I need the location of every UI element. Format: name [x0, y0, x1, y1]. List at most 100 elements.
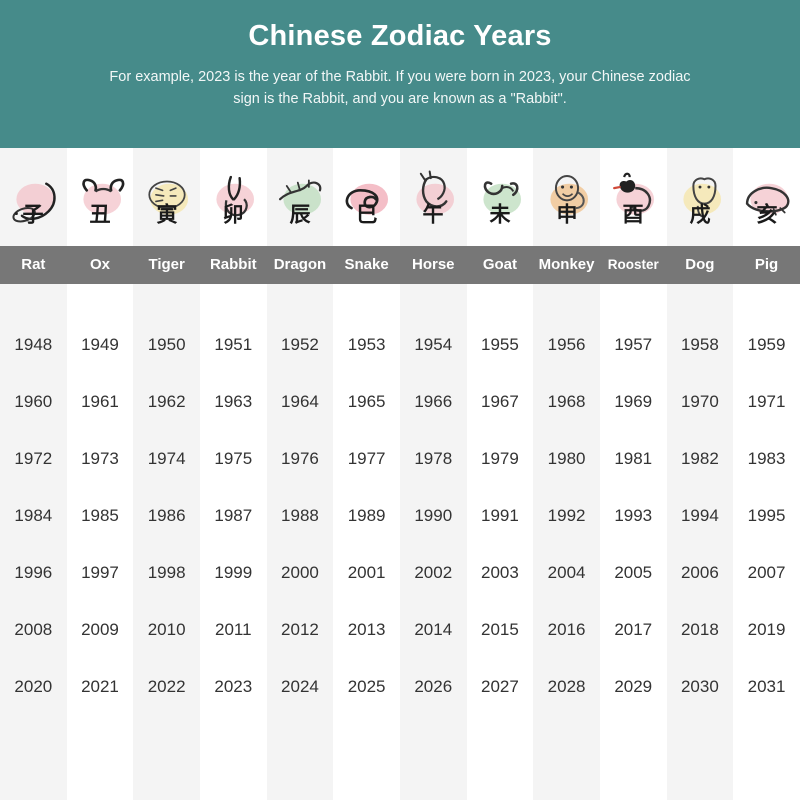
- zodiac-icon-cell-pig[interactable]: 亥: [733, 148, 800, 246]
- year-cell[interactable]: 2031: [747, 677, 786, 696]
- year-cell[interactable]: 1966: [414, 392, 453, 411]
- year-cell[interactable]: 2011: [215, 620, 252, 639]
- year-cell[interactable]: 1963: [214, 392, 253, 411]
- year-cell[interactable]: 1971: [747, 392, 786, 411]
- year-cell[interactable]: 2001: [347, 563, 386, 582]
- zodiac-name-goat[interactable]: Goat: [482, 256, 517, 273]
- year-cell[interactable]: 1948: [14, 335, 53, 354]
- year-cell[interactable]: 1949: [81, 335, 119, 354]
- zodiac-name-ox[interactable]: Ox: [89, 256, 110, 273]
- year-cell[interactable]: 1969: [614, 392, 653, 411]
- year-cell[interactable]: 1967: [481, 392, 519, 411]
- year-cell[interactable]: 1950: [147, 335, 186, 354]
- year-cell[interactable]: 2013: [347, 620, 386, 639]
- year-cell[interactable]: 1974: [147, 449, 186, 468]
- year-cell[interactable]: 1957: [614, 335, 653, 354]
- year-cell[interactable]: 1993: [614, 506, 653, 525]
- year-cell[interactable]: 1986: [147, 506, 186, 525]
- year-cell[interactable]: 1992: [547, 506, 586, 525]
- year-cell[interactable]: 2002: [414, 563, 453, 582]
- year-cell[interactable]: 2019: [747, 620, 786, 639]
- year-cell[interactable]: 2027: [481, 677, 519, 696]
- year-cell[interactable]: 2003: [481, 563, 519, 582]
- zodiac-name-dog[interactable]: Dog: [685, 256, 715, 273]
- zodiac-icon-cell-snake[interactable]: 巳: [333, 148, 400, 246]
- year-cell[interactable]: 1995: [747, 506, 786, 525]
- year-cell[interactable]: 1990: [414, 506, 453, 525]
- year-cell[interactable]: 2016: [547, 620, 586, 639]
- year-cell[interactable]: 1999: [214, 563, 253, 582]
- year-cell[interactable]: 2005: [614, 563, 653, 582]
- year-cell[interactable]: 1983: [747, 449, 786, 468]
- year-cell[interactable]: 1968: [547, 392, 586, 411]
- year-cell[interactable]: 1979: [481, 449, 519, 468]
- year-cell[interactable]: 1994: [680, 506, 719, 525]
- zodiac-name-tiger[interactable]: Tiger: [148, 256, 185, 273]
- year-cell[interactable]: 1954: [414, 335, 453, 354]
- year-cell[interactable]: 1952: [281, 335, 319, 354]
- year-cell[interactable]: 1981: [614, 449, 653, 468]
- year-cell[interactable]: 2029: [614, 677, 653, 696]
- zodiac-icon-cell-monkey[interactable]: 申: [533, 148, 600, 246]
- zodiac-name-pig[interactable]: Pig: [754, 256, 779, 273]
- zodiac-icon-cell-dog[interactable]: 戌: [667, 148, 734, 246]
- zodiac-icon-cell-rat[interactable]: 子: [0, 148, 67, 246]
- year-cell[interactable]: 1982: [680, 449, 719, 468]
- year-cell[interactable]: 2028: [547, 677, 586, 696]
- year-cell[interactable]: 2015: [481, 620, 519, 639]
- zodiac-icon-cell-ox[interactable]: 丑: [67, 148, 134, 246]
- year-cell[interactable]: 1977: [347, 449, 386, 468]
- year-cell[interactable]: 1989: [347, 506, 386, 525]
- year-cell[interactable]: 2026: [414, 677, 453, 696]
- year-cell[interactable]: 2010: [147, 620, 186, 639]
- year-cell[interactable]: 1973: [81, 449, 119, 468]
- year-cell[interactable]: 1964: [281, 392, 319, 411]
- year-cell[interactable]: 2018: [680, 620, 719, 639]
- year-cell[interactable]: 2000: [281, 563, 319, 582]
- year-cell[interactable]: 2012: [281, 620, 319, 639]
- year-cell[interactable]: 2006: [680, 563, 719, 582]
- year-cell[interactable]: 1975: [214, 449, 253, 468]
- year-cell[interactable]: 1985: [81, 506, 119, 525]
- year-cell[interactable]: 1980: [547, 449, 586, 468]
- year-cell[interactable]: 1978: [414, 449, 453, 468]
- year-cell[interactable]: 2020: [14, 677, 53, 696]
- year-cell[interactable]: 2030: [680, 677, 719, 696]
- zodiac-name-rabbit[interactable]: Rabbit: [209, 256, 257, 273]
- year-cell[interactable]: 1961: [81, 392, 119, 411]
- year-cell[interactable]: 1998: [147, 563, 186, 582]
- year-cell[interactable]: 1953: [347, 335, 386, 354]
- year-cell[interactable]: 2014: [414, 620, 453, 639]
- zodiac-name-rat[interactable]: Rat: [21, 256, 46, 273]
- year-cell[interactable]: 1988: [281, 506, 319, 525]
- year-cell[interactable]: 1976: [281, 449, 319, 468]
- year-cell[interactable]: 1972: [14, 449, 53, 468]
- year-cell[interactable]: 1997: [81, 563, 119, 582]
- year-cell[interactable]: 2007: [747, 563, 786, 582]
- year-cell[interactable]: 1951: [214, 335, 253, 354]
- year-cell[interactable]: 2004: [547, 563, 586, 582]
- zodiac-icon-cell-tiger[interactable]: 寅: [133, 148, 200, 246]
- zodiac-name-snake[interactable]: Snake: [344, 256, 389, 273]
- zodiac-icon-cell-rabbit[interactable]: 卯: [200, 148, 267, 246]
- year-cell[interactable]: 1991: [481, 506, 519, 525]
- year-cell[interactable]: 2008: [14, 620, 53, 639]
- year-cell[interactable]: 1959: [747, 335, 786, 354]
- year-cell[interactable]: 1955: [481, 335, 519, 354]
- zodiac-icon-cell-rooster[interactable]: 酉: [600, 148, 667, 246]
- year-cell[interactable]: 2022: [147, 677, 186, 696]
- zodiac-name-dragon[interactable]: Dragon: [273, 256, 327, 273]
- year-cell[interactable]: 1970: [680, 392, 719, 411]
- year-cell[interactable]: 2024: [281, 677, 319, 696]
- zodiac-icon-cell-dragon[interactable]: 辰: [267, 148, 334, 246]
- year-cell[interactable]: 2009: [81, 620, 119, 639]
- zodiac-name-monkey[interactable]: Monkey: [538, 256, 595, 273]
- zodiac-name-rooster[interactable]: Rooster: [607, 257, 659, 272]
- zodiac-icon-cell-goat[interactable]: 未: [467, 148, 534, 246]
- zodiac-icon-cell-horse[interactable]: 午: [400, 148, 467, 246]
- year-cell[interactable]: 1987: [214, 506, 253, 525]
- year-cell[interactable]: 1965: [347, 392, 386, 411]
- year-cell[interactable]: 1956: [547, 335, 586, 354]
- year-cell[interactable]: 1960: [14, 392, 53, 411]
- year-cell[interactable]: 1996: [14, 563, 53, 582]
